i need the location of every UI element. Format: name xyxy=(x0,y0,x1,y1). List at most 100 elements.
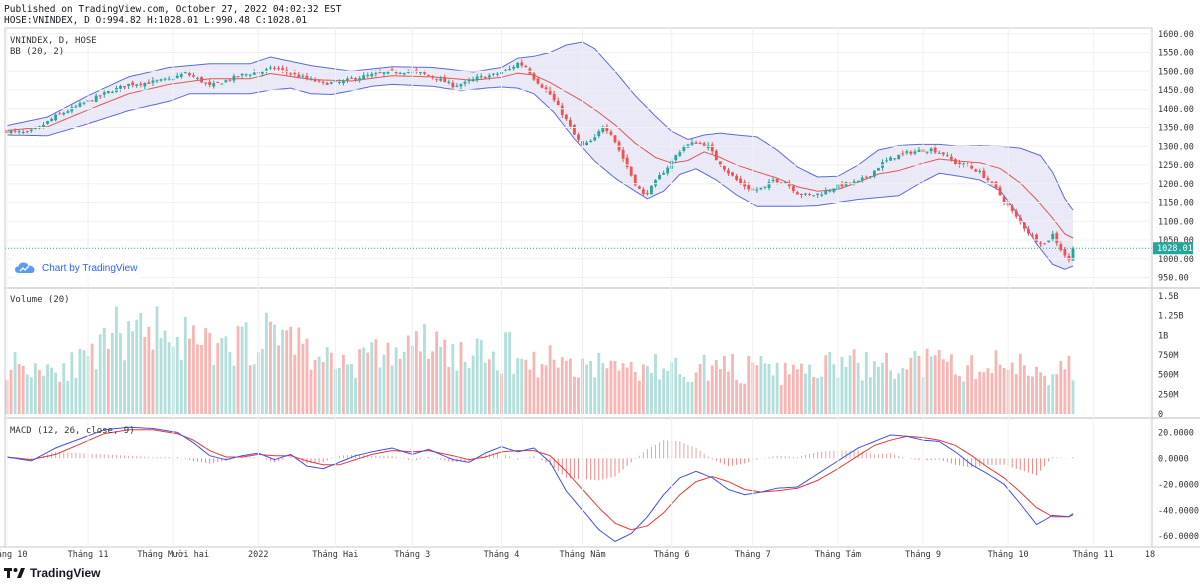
volume-pane[interactable] xyxy=(5,306,1075,414)
candle-up xyxy=(341,80,345,84)
candle-up xyxy=(135,84,139,87)
volume-pane-label: Volume (20) xyxy=(10,295,70,305)
volume-bar xyxy=(487,359,491,414)
volume-bar xyxy=(901,368,905,414)
volume-bar xyxy=(941,359,945,414)
chart-by-tradingview-link[interactable]: Chart by TradingView xyxy=(12,258,144,278)
price-axis-label: 950.00 xyxy=(1158,274,1189,284)
candle-down xyxy=(791,186,795,192)
candle-up xyxy=(783,182,787,184)
volume-bar xyxy=(577,377,580,414)
candle-down xyxy=(305,75,309,79)
volume-bar xyxy=(650,372,653,414)
volume-bar xyxy=(175,336,179,414)
volume-bar xyxy=(317,356,321,414)
bb-lower-band xyxy=(6,83,1074,270)
tradingview-footer-logo[interactable]: TradingView xyxy=(4,565,100,581)
volume-bar xyxy=(528,369,532,414)
volume-bar xyxy=(98,334,102,414)
candle-down xyxy=(1010,206,1014,211)
volume-bar xyxy=(743,383,747,414)
candle-down xyxy=(443,77,447,83)
volume-bar xyxy=(1059,360,1063,414)
volume-bar xyxy=(42,375,45,414)
candle-up xyxy=(893,158,897,160)
volume-bar xyxy=(556,367,560,414)
volume-bar xyxy=(1002,367,1006,414)
candle-down xyxy=(1043,243,1047,245)
candle-down xyxy=(714,150,718,161)
volume-bar xyxy=(289,326,293,414)
candle-up xyxy=(856,180,860,182)
volume-bar xyxy=(933,355,937,414)
candle-down xyxy=(281,68,285,70)
volume-bar xyxy=(479,340,483,414)
volume-bar xyxy=(240,326,244,414)
candle-up xyxy=(9,130,13,134)
candle-up xyxy=(70,107,74,112)
candle-down xyxy=(540,84,544,88)
volume-bar xyxy=(868,377,872,414)
candle-up xyxy=(46,121,49,124)
macd-pane[interactable] xyxy=(6,426,1074,542)
candle-up xyxy=(512,66,516,69)
price-pane[interactable] xyxy=(5,41,1152,270)
volume-bar xyxy=(512,373,516,414)
volume-bar xyxy=(759,355,763,414)
volume-bar xyxy=(1071,380,1075,414)
volume-bar xyxy=(110,332,114,414)
volume-bar xyxy=(70,352,74,414)
volume-bar xyxy=(889,370,893,414)
volume-bar xyxy=(25,374,29,414)
macd-axis-label: 20.0000 xyxy=(1158,428,1194,438)
candle-up xyxy=(374,73,378,75)
candle-up xyxy=(678,152,682,156)
candle-up xyxy=(102,92,106,95)
candle-down xyxy=(204,82,208,84)
volume-bar xyxy=(597,352,601,414)
candle-down xyxy=(949,156,953,160)
candle-up xyxy=(447,81,451,83)
candle-down xyxy=(123,85,126,88)
volume-bar xyxy=(536,377,540,414)
candle-up xyxy=(917,149,921,152)
volume-bar xyxy=(216,343,220,414)
candle-down xyxy=(795,192,799,195)
candle-down xyxy=(933,147,937,153)
volume-bar xyxy=(674,358,678,414)
volume-bar xyxy=(658,379,661,414)
volume-bar xyxy=(370,342,374,414)
price-axis-label: 1050.00 xyxy=(1158,236,1194,246)
candle-down xyxy=(723,166,726,170)
candle-down xyxy=(228,79,232,81)
volume-bar xyxy=(986,368,990,414)
candle-down xyxy=(1035,234,1038,242)
volume-bar xyxy=(958,376,961,414)
volume-bar xyxy=(682,376,686,414)
volume-bar xyxy=(791,364,795,414)
volume-bar xyxy=(455,370,459,414)
volume-bar xyxy=(212,365,216,414)
volume-bar xyxy=(293,354,297,414)
candle-down xyxy=(994,181,998,189)
candle-down xyxy=(297,74,301,78)
volume-bar xyxy=(1010,362,1014,414)
volume-bar xyxy=(917,355,921,414)
macd-axis-label: 0.0000 xyxy=(1158,454,1189,464)
volume-bar xyxy=(872,361,876,414)
candle-up xyxy=(386,70,390,74)
volume-bar xyxy=(58,381,62,414)
volume-bar xyxy=(678,374,682,414)
volume-bar xyxy=(163,330,167,414)
volume-bar xyxy=(139,312,143,414)
volume-bar xyxy=(832,364,836,414)
candle-up xyxy=(370,73,374,77)
volume-bar xyxy=(398,358,402,414)
candle-up xyxy=(662,173,666,175)
volume-bar xyxy=(585,364,589,414)
volume-bar xyxy=(62,363,66,414)
candle-up xyxy=(597,131,601,137)
candle-up xyxy=(240,73,244,76)
candle-up xyxy=(763,186,767,188)
